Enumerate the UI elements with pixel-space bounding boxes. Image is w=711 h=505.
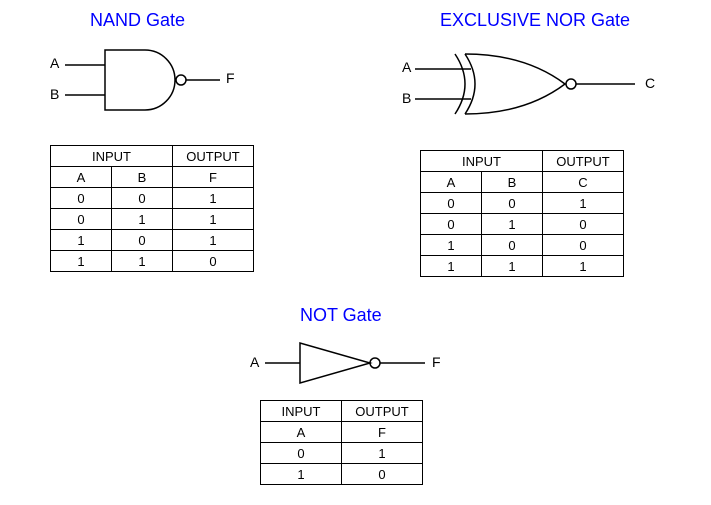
xnor-th-output: OUTPUT [543,151,624,172]
not-col-a: A [261,422,342,443]
table-row: 100 [421,235,624,256]
xnor-gate-diagram [405,44,665,134]
table-row: 001 [51,188,254,209]
xnor-th-input: INPUT [421,151,543,172]
nand-truth-table: INPUT OUTPUT A B F 001 011 101 110 [50,145,254,272]
not-th-input: INPUT [261,401,342,422]
xnor-input-b-label: B [402,90,411,106]
table-row: 111 [421,256,624,277]
nand-col-b: B [112,167,173,188]
xnor-input-a-label: A [402,59,411,75]
xnor-col-b: B [482,172,543,193]
table-row: 101 [51,230,254,251]
table-row: 10 [261,464,423,485]
xnor-col-a: A [421,172,482,193]
nand-input-a-label: A [50,55,59,71]
not-truth-table: INPUT OUTPUT A F 01 10 [260,400,423,485]
table-row: 001 [421,193,624,214]
not-input-label: A [250,354,259,370]
nand-th-output: OUTPUT [173,146,254,167]
xnor-title: EXCLUSIVE NOR Gate [440,10,630,31]
nand-input-b-label: B [50,86,59,102]
xnor-col-c: C [543,172,624,193]
table-row: 011 [51,209,254,230]
table-row: 01 [261,443,423,464]
nand-th-input: INPUT [51,146,173,167]
not-title: NOT Gate [300,305,382,326]
not-th-output: OUTPUT [342,401,423,422]
xnor-output-label: C [645,75,655,91]
not-gate-diagram [245,333,445,393]
nand-col-a: A [51,167,112,188]
table-row: 110 [51,251,254,272]
xnor-truth-table: INPUT OUTPUT A B C 001 010 100 111 [420,150,624,277]
not-output-label: F [432,354,441,370]
not-col-f: F [342,422,423,443]
table-row: 010 [421,214,624,235]
nand-title: NAND Gate [90,10,185,31]
nand-output-label: F [226,70,235,86]
nand-col-f: F [173,167,254,188]
